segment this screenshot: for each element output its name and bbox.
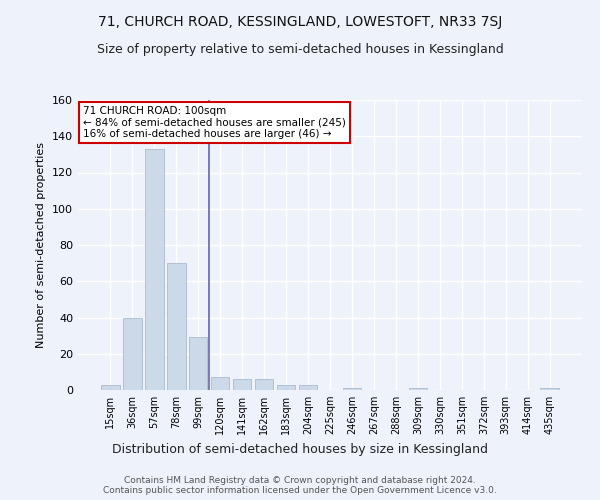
Bar: [277, 384, 295, 390]
Bar: [409, 388, 427, 390]
Text: Size of property relative to semi-detached houses in Kessingland: Size of property relative to semi-detach…: [97, 42, 503, 56]
Bar: [145, 149, 164, 390]
Bar: [189, 338, 208, 390]
Bar: [255, 379, 274, 390]
Bar: [343, 388, 361, 390]
Bar: [211, 378, 229, 390]
Bar: [541, 388, 559, 390]
Text: Distribution of semi-detached houses by size in Kessingland: Distribution of semi-detached houses by …: [112, 442, 488, 456]
Text: 71 CHURCH ROAD: 100sqm
← 84% of semi-detached houses are smaller (245)
16% of se: 71 CHURCH ROAD: 100sqm ← 84% of semi-det…: [83, 106, 346, 139]
Text: Contains HM Land Registry data © Crown copyright and database right 2024.
Contai: Contains HM Land Registry data © Crown c…: [103, 476, 497, 495]
Bar: [101, 384, 119, 390]
Bar: [233, 379, 251, 390]
Text: 71, CHURCH ROAD, KESSINGLAND, LOWESTOFT, NR33 7SJ: 71, CHURCH ROAD, KESSINGLAND, LOWESTOFT,…: [98, 15, 502, 29]
Bar: [123, 318, 142, 390]
Bar: [299, 384, 317, 390]
Bar: [167, 263, 185, 390]
Y-axis label: Number of semi-detached properties: Number of semi-detached properties: [37, 142, 46, 348]
